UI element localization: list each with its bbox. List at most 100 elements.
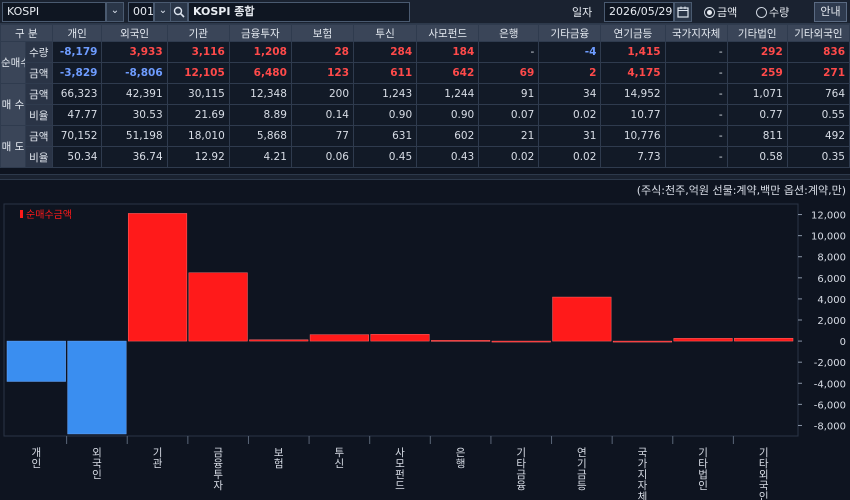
table-cell: 3,116 xyxy=(166,41,230,63)
unit-note: (주식:천주,억원 선물:계약,백만 옵션:계약,만) xyxy=(636,184,846,197)
index-name-field: KOSPI 종합 xyxy=(188,2,410,22)
chevron-down-icon: ⌄ xyxy=(110,5,120,16)
table-cell: 6,480 xyxy=(228,62,292,84)
table-row: 순매수수량-8,1793,9333,1161,20828284184--41,4… xyxy=(0,41,850,84)
table-cell: 47.77 xyxy=(51,104,103,126)
table-cell: - xyxy=(664,125,728,147)
y-tick-label: 8,000 xyxy=(817,253,846,264)
table-cell: 0.14 xyxy=(290,104,355,126)
net-buy-chart: 순매수금액 12,000 10,000 8,000 6,000 4,000 2,000 0 -2… xyxy=(0,198,850,500)
table-cell: 492 xyxy=(786,125,850,147)
bar xyxy=(249,339,309,342)
help-button[interactable]: 안내 xyxy=(814,2,847,22)
table-cell: 642 xyxy=(416,62,480,84)
row-sub-label: 수량 xyxy=(24,41,53,63)
table-cell: - xyxy=(664,146,728,168)
date-input[interactable]: 2026/05/29 xyxy=(604,2,674,22)
radio-amount-label: 금액 xyxy=(717,6,738,19)
table-row: 매 수 금액 66,323 42,391 30,115 12,348 200 1,243 1,2… xyxy=(0,83,850,126)
code-input[interactable]: 001 xyxy=(128,2,154,22)
search-button[interactable] xyxy=(170,2,188,22)
table-body: 순매수수량-8,1793,9333,1161,20828284184--41,4… xyxy=(0,41,850,168)
row-sub-label: 비율 xyxy=(24,146,53,168)
header-col: 투신 xyxy=(352,24,418,42)
table-cell: 36.74 xyxy=(101,146,168,168)
radio-quantity[interactable]: 수량 xyxy=(756,4,789,20)
table-cell: 42,391 xyxy=(101,83,168,105)
table-cell: 0.90 xyxy=(416,104,480,126)
table-cell: 8.89 xyxy=(228,104,292,126)
table-cell: -8,806 xyxy=(101,62,168,84)
radio-amount[interactable]: 금액 xyxy=(704,4,737,20)
table-row: 비율 50.34 36.74 12.92 4.21 0.06 0.45 0.43 0.02 0.0… xyxy=(1,146,850,168)
bar xyxy=(188,272,248,342)
table-cell: -8,179 xyxy=(51,41,103,63)
table-cell: 0.07 xyxy=(478,104,540,126)
index-name: KOSPI 종합 xyxy=(193,5,255,18)
table-cell: 271 xyxy=(786,62,850,84)
row-sub-label: 비율 xyxy=(24,104,53,126)
table-cell: 1,071 xyxy=(726,83,788,105)
bar xyxy=(6,340,66,382)
bar xyxy=(370,334,430,342)
table-cell: 0.45 xyxy=(352,146,418,168)
table-cell: 12,348 xyxy=(228,83,292,105)
table-cell: 14,952 xyxy=(600,83,666,105)
y-tick-label: 6,000 xyxy=(817,274,846,285)
y-tick-label: -2,000 xyxy=(814,358,846,369)
table-cell: 21 xyxy=(478,125,540,147)
table-cell: 18,010 xyxy=(166,125,230,147)
code-input-value: 001 xyxy=(133,5,154,18)
table-cell: 4,175 xyxy=(600,62,666,84)
table-cell: - xyxy=(478,41,540,63)
table-cell: - xyxy=(664,62,728,84)
table-row: 매 도 금액 70,152 51,198 18,010 5,868 77 631 602 21 31… xyxy=(0,125,850,168)
table-cell: - xyxy=(664,83,728,105)
y-tick-label: -4,000 xyxy=(814,379,846,390)
table-cell: 1,415 xyxy=(600,41,666,63)
table-cell: 0.55 xyxy=(786,104,850,126)
header-col: 연기금등 xyxy=(600,24,666,42)
row-sub-label: 금액 xyxy=(24,83,53,105)
table-cell: 1,208 xyxy=(228,41,292,63)
table-cell: 4.21 xyxy=(228,146,292,168)
header-col: 기타외국인 xyxy=(786,24,850,42)
table-cell: 1,243 xyxy=(352,83,418,105)
table-cell: 50.34 xyxy=(51,146,103,168)
table-cell: - xyxy=(664,41,728,63)
search-icon xyxy=(173,6,185,18)
market-select[interactable]: KOSPI xyxy=(2,2,106,22)
y-tick-label: -6,000 xyxy=(814,400,846,411)
row-group-label: 매 수 xyxy=(0,83,26,126)
table-cell: 10,776 xyxy=(600,125,666,147)
section-divider xyxy=(0,174,850,180)
table-cell: 764 xyxy=(786,83,850,105)
y-tick-label: -8,000 xyxy=(814,421,846,432)
bar xyxy=(127,213,188,342)
row-sub-label: 금액 xyxy=(24,125,53,147)
table-cell: 21.69 xyxy=(166,104,230,126)
market-dropdown-button[interactable]: ⌄ xyxy=(106,2,124,22)
table-cell: 30,115 xyxy=(166,83,230,105)
table-cell: - xyxy=(664,104,728,126)
header-col: 국가지자체 xyxy=(664,24,728,42)
radio-unchecked-icon xyxy=(756,7,767,18)
toolbar: KOSPI ⌄ 001 ⌄ KOSPI 종합 일자 2026/05/29 금액 … xyxy=(0,0,850,24)
table-cell: 123 xyxy=(290,62,355,84)
table-cell: -3,829 xyxy=(51,62,103,84)
table-cell: 200 xyxy=(290,83,355,105)
legend-label: 순매수금액 xyxy=(26,209,72,221)
header-category: 구 분 xyxy=(0,24,53,42)
calendar-button[interactable] xyxy=(674,2,692,22)
table-cell: 7.73 xyxy=(600,146,666,168)
header-col: 기타법인 xyxy=(726,24,788,42)
table-cell: 31 xyxy=(538,125,602,147)
y-tick-label: 4,000 xyxy=(817,295,846,306)
